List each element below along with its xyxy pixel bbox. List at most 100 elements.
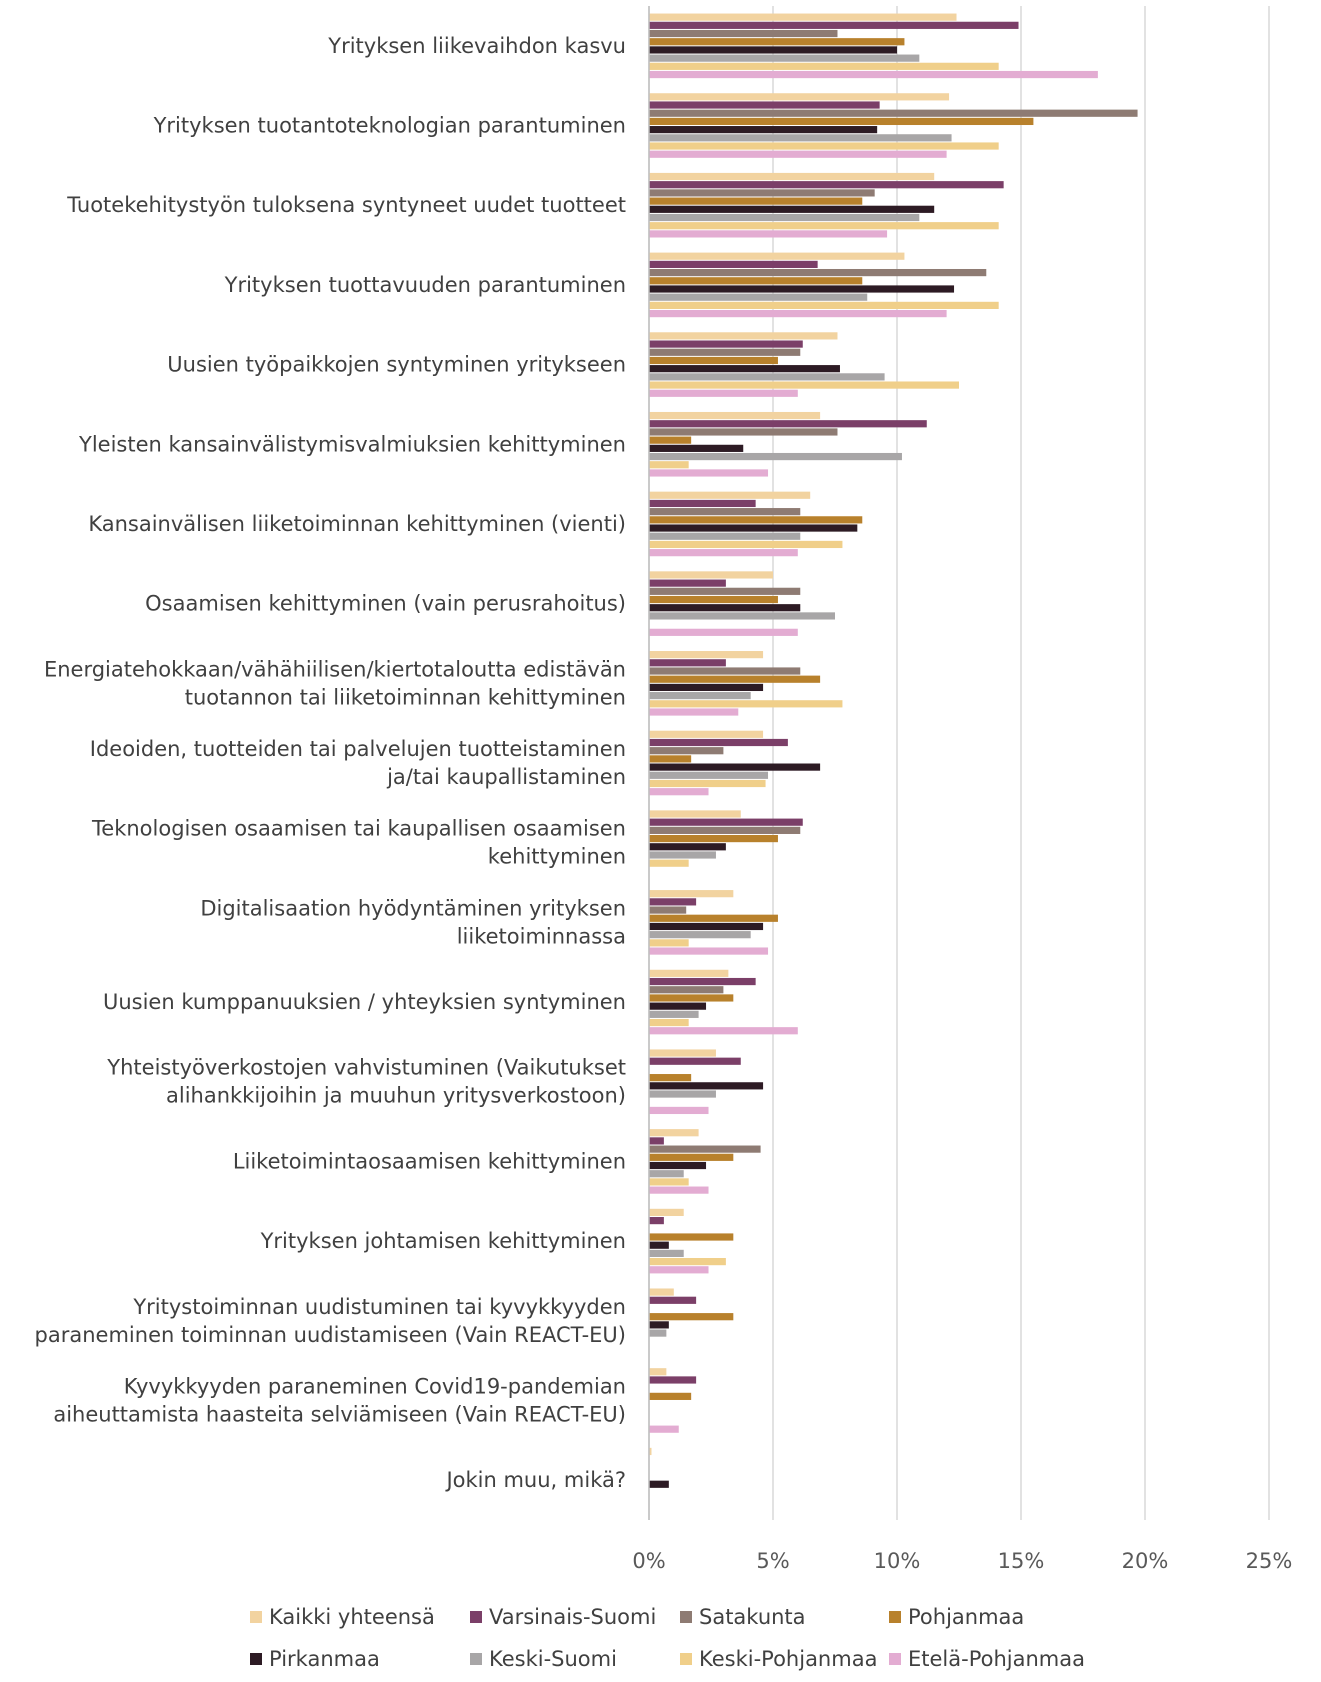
bar: Keski-Suomi: 4.1% (649, 931, 751, 939)
bar: Etelä-Pohjanmaa: 9.6% (649, 230, 888, 238)
bar: Etelä-Pohjanmaa: 2.4% (649, 1106, 709, 1115)
legend: Kaikki yhteensä Varsinais-Suomi Satakunta P… (250, 1596, 1290, 1680)
bar: Keski-Pohjanmaa: 3.1% (649, 1258, 726, 1266)
bar: Pohjanmaa: 6.9% (649, 675, 821, 683)
bar: Varsinais-Suomi: 0.6% (649, 1137, 664, 1145)
category-label: Teknologisen osaamisen tai kaupallisen o… (91, 817, 626, 869)
category-label: Ideoiden, tuotteiden tai palvelujen tuot… (90, 737, 626, 789)
legend-swatch (250, 1653, 262, 1665)
bar: Keski-Suomi: 6.1% (649, 532, 801, 540)
bar: Pirkanmaa: 4.6% (649, 1082, 764, 1090)
category-label: Kansainvälisen liiketoiminnan kehittymin… (88, 512, 626, 536)
bar: Keski-Pohjanmaa: 14.1% (649, 301, 999, 309)
bar: Kaikki yhteensä: 0.7% (649, 1368, 667, 1376)
bar: Etelä-Pohjanmaa: 12% (649, 150, 947, 158)
bar: Pohjanmaa: 1.7% (649, 1392, 692, 1400)
x-tick-label: 20% (1122, 1549, 1169, 1573)
legend-label: Varsinais-Suomi (489, 1605, 657, 1629)
bar: Satakunta: 6.1% (649, 348, 801, 356)
bar: Keski-Pohjanmaa: 1.6% (649, 1178, 689, 1186)
bar: Pohjanmaa: 1.7% (649, 755, 692, 763)
legend-item: Satakunta (680, 1605, 889, 1629)
bar: Keski-Suomi: 10.9% (649, 54, 920, 62)
bar: Keski-Pohjanmaa: 1.6% (649, 859, 689, 867)
bar: Pirkanmaa: 7.7% (649, 365, 840, 373)
bar: Pirkanmaa: 12.3% (649, 285, 955, 293)
bar: Kaikki yhteensä: 3.4% (649, 890, 734, 898)
bar: Keski-Pohjanmaa: 14.1% (649, 222, 999, 230)
bar: Varsinais-Suomi: 6.2% (649, 340, 803, 348)
bar: Satakunta: 1.5% (649, 906, 687, 914)
category-label: Osaamisen kehittyminen (vain perusrahoit… (145, 592, 626, 616)
bar: Pohjanmaa: 15.5% (649, 117, 1034, 126)
category-label: Yrityksen liikevaihdon kasvu (327, 34, 626, 58)
category-label: Yritystoiminnan uudistuminen tai kyvykky… (35, 1295, 626, 1347)
bar: Keski-Pohjanmaa: 1.6% (649, 939, 689, 947)
bar: Kaikki yhteensä: 2% (649, 1129, 699, 1137)
bar: Varsinais-Suomi: 14.9% (649, 21, 1019, 29)
category-label: Digitalisaation hyödyntäminen yrityksen l… (200, 896, 626, 948)
bar: Kaikki yhteensä: 12.4% (649, 13, 957, 21)
bar: Pohjanmaa: 3.4% (649, 1153, 734, 1161)
bar: Kaikki yhteensä: 4.6% (649, 730, 764, 738)
legend-row: Kaikki yhteensä Varsinais-Suomi Satakunta P… (250, 1596, 1290, 1638)
bar: Pohjanmaa: 8.6% (649, 197, 863, 205)
x-tick-label: 5% (756, 1549, 789, 1573)
bar: Keski-Pohjanmaa: 4.7% (649, 779, 766, 788)
bar: Keski-Suomi: 1.4% (649, 1249, 684, 1258)
bar: Varsinais-Suomi: 4.3% (649, 499, 756, 508)
bar: Keski-Suomi: 9.5% (649, 373, 885, 381)
bar: Kaikki yhteensä: 1% (649, 1288, 674, 1296)
legend-item: Keski-Pohjanmaa (680, 1647, 889, 1671)
bar: Varsinais-Suomi: 1.9% (649, 1296, 697, 1304)
bar: Etelä-Pohjanmaa: 1.2% (649, 1425, 679, 1433)
bar: Varsinais-Suomi: 3.1% (649, 659, 726, 667)
bar: Varsinais-Suomi: 4.3% (649, 977, 756, 986)
category-label: Yrityksen tuotantoteknologian parantumin… (153, 114, 626, 138)
bar: Pohjanmaa: 3.4% (649, 994, 734, 1002)
bar: Varsinais-Suomi: 11.2% (649, 420, 927, 428)
bar: Satakunta: 7.6% (649, 428, 838, 436)
legend-label: Kaikki yhteensä (269, 1605, 435, 1629)
category-label: Tuotekehitystyön tuloksena syntyneet uud… (66, 193, 626, 217)
bar: Kaikki yhteensä: 12.1% (649, 93, 950, 101)
bar: Etelä-Pohjanmaa: 6% (649, 628, 798, 636)
bar: Kaikki yhteensä: 0.1% (649, 1447, 652, 1456)
legend-label: Pirkanmaa (269, 1647, 380, 1671)
category-label: Uusien kumppanuuksien / yhteyksien synty… (103, 990, 626, 1014)
bar: Keski-Pohjanmaa: 14.1% (649, 142, 999, 150)
bar: Pirkanmaa: 0.8% (649, 1241, 669, 1249)
legend-label: Keski-Suomi (489, 1647, 617, 1671)
legend-item: Varsinais-Suomi (470, 1605, 680, 1629)
bar: Satakunta: 6.1% (649, 508, 801, 516)
bar: Pirkanmaa: 10% (649, 46, 897, 54)
bar: Pohjanmaa: 5.2% (649, 834, 778, 843)
category-label: Yrityksen johtamisen kehittyminen (260, 1229, 626, 1253)
legend-item: Keski-Suomi (470, 1647, 680, 1671)
legend-item: Etelä-Pohjanmaa (889, 1647, 1109, 1671)
legend-swatch (470, 1611, 482, 1623)
bar: Varsinais-Suomi: 6.2% (649, 818, 803, 826)
bar: Pohjanmaa: 1.7% (649, 436, 692, 444)
category-label: Liiketoimintaosaamisen kehittyminen (233, 1149, 626, 1173)
bar: Varsinais-Suomi: 5.6% (649, 738, 788, 747)
bar: Satakunta: 13.6% (649, 268, 987, 277)
bar: Kaikki yhteensä: 5% (649, 571, 773, 579)
bar: Kaikki yhteensä: 2.7% (649, 1049, 716, 1057)
bar: Varsinais-Suomi: 9.3% (649, 101, 880, 109)
bar: Kaikki yhteensä: 11.5% (649, 172, 935, 181)
bar: Varsinais-Suomi: 3.1% (649, 579, 726, 587)
bar: Etelä-Pohjanmaa: 12% (649, 309, 947, 318)
legend-item: Kaikki yhteensä (250, 1605, 470, 1629)
bar: Pirkanmaa: 2.3% (649, 1161, 707, 1170)
legend-swatch (680, 1653, 692, 1665)
bar: Pirkanmaa: 3.8% (649, 444, 744, 452)
bar: Pohjanmaa: 5.2% (649, 356, 778, 365)
bar: Etelä-Pohjanmaa: 2.4% (649, 788, 709, 796)
legend-label: Keski-Pohjanmaa (699, 1647, 878, 1671)
legend-swatch (250, 1611, 262, 1623)
x-tick-label: 10% (874, 1549, 921, 1573)
bar: Varsinais-Suomi: 3.7% (649, 1057, 741, 1065)
bar: Pirkanmaa: 4.6% (649, 922, 764, 931)
